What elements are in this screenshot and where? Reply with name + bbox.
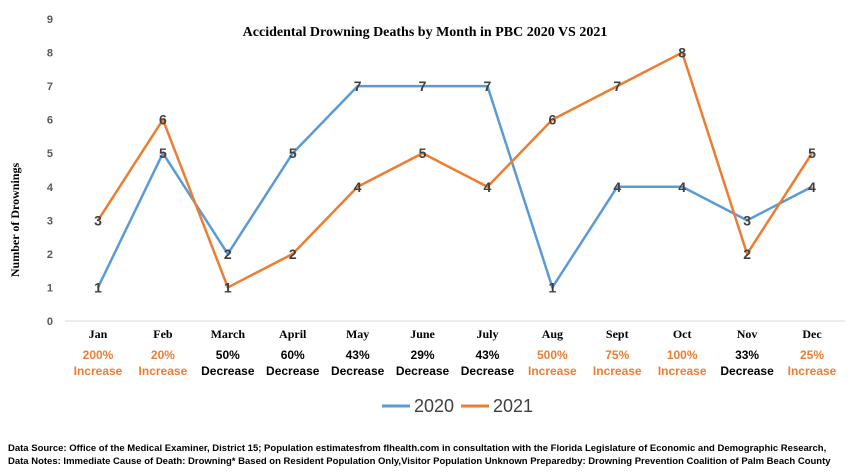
y-axis-label: Number of Drownings [8, 163, 22, 278]
data-label-2020: 7 [484, 78, 492, 94]
change-percent: 50% [216, 348, 240, 362]
data-label-2021: 2 [743, 246, 751, 262]
data-label-2020: 2 [224, 246, 232, 262]
x-tick-label: Jan [89, 327, 108, 341]
data-label-2021: 3 [94, 212, 102, 228]
data-label-2021: 7 [613, 78, 621, 94]
data-label-2021: 2 [289, 246, 297, 262]
change-direction: Increase [74, 364, 123, 378]
change-direction: Decrease [266, 364, 320, 378]
y-tick-label: 7 [47, 81, 53, 93]
change-direction: Decrease [720, 364, 774, 378]
change-direction: Increase [593, 364, 642, 378]
change-direction: Decrease [201, 364, 255, 378]
change-percent: 75% [605, 348, 629, 362]
data-label-2020: 1 [94, 279, 102, 295]
y-tick-label: 4 [47, 182, 54, 194]
change-direction: Increase [658, 364, 707, 378]
change-direction: Decrease [331, 364, 385, 378]
data-label-2021: 4 [484, 179, 492, 195]
data-label-2021: 5 [808, 145, 816, 161]
change-annotations: 200% Increase 20% Increase 50% Decrease 60% Dec… [74, 348, 837, 378]
x-axis-ticks: Jan Feb March April May June July Aug Sept Oct Nov… [89, 327, 823, 341]
x-tick-label: June [410, 327, 435, 341]
data-label-2021: 6 [548, 112, 556, 128]
change-direction: Increase [528, 364, 577, 378]
legend: 2020 2021 [382, 396, 533, 416]
x-tick-label: March [211, 327, 246, 341]
data-label-2021: 5 [419, 145, 427, 161]
legend-label-2020: 2020 [414, 396, 454, 416]
y-tick-label: 8 [47, 48, 53, 60]
y-tick-label: 2 [47, 249, 53, 261]
change-percent: 33% [735, 348, 759, 362]
change-percent: 43% [346, 348, 370, 362]
change-percent: 100% [667, 348, 698, 362]
data-labels: 1 5 2 5 7 7 7 1 4 4 3 4 3 6 1 2 4 5 4 6 7 8 2 5 [94, 45, 816, 296]
data-label-2020: 4 [678, 179, 686, 195]
series-lines [96, 51, 814, 289]
data-label-2020: 4 [613, 179, 621, 195]
chart-title: Accidental Drowning Deaths by Month in P… [243, 25, 608, 40]
x-tick-label: Feb [153, 327, 173, 341]
change-direction: Increase [788, 364, 837, 378]
change-direction: Decrease [396, 364, 450, 378]
change-percent: 25% [800, 348, 824, 362]
series-line-2020 [96, 84, 813, 289]
x-tick-label: Sept [606, 327, 629, 341]
data-label-2021: 8 [678, 45, 686, 61]
data-label-2021: 6 [159, 112, 167, 128]
y-tick-label: 5 [47, 148, 53, 160]
data-label-2020: 7 [354, 78, 362, 94]
x-tick-label: Nov [737, 327, 758, 341]
change-percent: 200% [83, 348, 114, 362]
y-tick-label: 6 [47, 115, 53, 127]
change-percent: 60% [281, 348, 305, 362]
footer-source: Data Source: Office of the Medical Exami… [8, 443, 827, 454]
y-tick-label: 9 [47, 14, 53, 26]
series-line-2021 [96, 51, 814, 289]
x-tick-label: July [476, 327, 498, 341]
data-label-2020: 4 [808, 179, 816, 195]
data-label-2020: 1 [548, 279, 556, 295]
change-percent: 500% [537, 348, 568, 362]
change-direction: Decrease [461, 364, 515, 378]
x-tick-label: May [346, 327, 369, 341]
legend-label-2021: 2021 [493, 396, 533, 416]
y-tick-label: 0 [47, 316, 53, 328]
change-percent: 43% [475, 348, 499, 362]
data-label-2020: 3 [743, 212, 751, 228]
footer-notes: Data Notes: Immediate Cause of Death: Dr… [8, 456, 831, 467]
y-tick-label: 3 [47, 215, 53, 227]
data-label-2021: 1 [224, 279, 232, 295]
x-tick-label: Dec [802, 327, 822, 341]
change-percent: 20% [151, 348, 175, 362]
change-direction: Increase [139, 364, 188, 378]
change-percent: 29% [411, 348, 435, 362]
data-label-2020: 5 [289, 145, 297, 161]
x-tick-label: Oct [673, 327, 692, 341]
x-tick-label: April [279, 327, 307, 341]
x-tick-label: Aug [542, 327, 563, 341]
y-tick-label: 1 [47, 282, 53, 294]
y-axis-ticks: 0 1 2 3 4 5 6 7 8 9 [47, 14, 54, 328]
data-label-2020: 5 [159, 145, 167, 161]
data-label-2020: 7 [419, 78, 427, 94]
data-label-2021: 4 [354, 179, 362, 195]
